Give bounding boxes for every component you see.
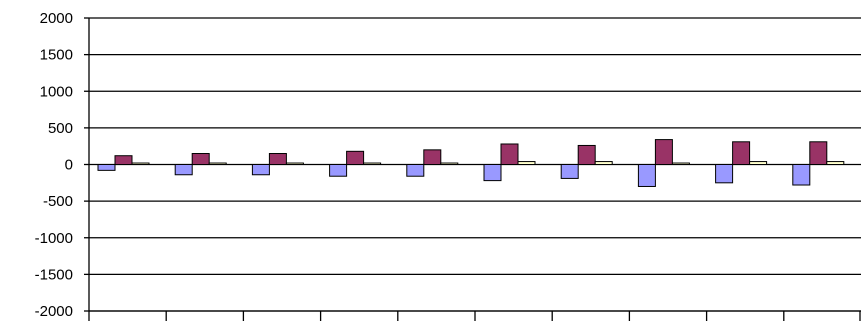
bar xyxy=(406,164,425,177)
bar xyxy=(440,162,459,166)
y-tick-label: 500 xyxy=(48,120,73,137)
bar xyxy=(715,164,734,184)
bar xyxy=(268,153,287,165)
bar xyxy=(654,139,673,166)
bar xyxy=(191,153,210,165)
y-tick-label: 1000 xyxy=(40,83,73,100)
axes xyxy=(88,18,861,321)
y-tick-label: 2000 xyxy=(40,10,73,27)
bar xyxy=(363,162,382,166)
bar xyxy=(285,162,304,166)
bar xyxy=(329,164,348,177)
bar xyxy=(97,164,116,171)
bar xyxy=(251,164,270,176)
bar xyxy=(749,161,768,166)
y-tick-label: -1000 xyxy=(35,230,73,247)
bar xyxy=(671,162,690,166)
bar xyxy=(826,161,845,166)
bar xyxy=(809,141,828,165)
bar xyxy=(732,141,751,165)
y-axis-tick-labels: 2000 1500 1000 500 0 -500 -1000 -1500 -2000 xyxy=(35,10,73,320)
y-tick-label: 1500 xyxy=(40,47,73,64)
y-tick-label: -2000 xyxy=(35,303,73,320)
bar xyxy=(792,164,811,186)
bar xyxy=(346,150,365,166)
bar xyxy=(560,164,579,179)
bar xyxy=(500,143,519,166)
bars xyxy=(97,139,845,187)
bar xyxy=(131,162,150,166)
bar xyxy=(208,162,227,166)
bar xyxy=(637,164,656,187)
bar xyxy=(577,144,596,166)
y-tick-label: -1500 xyxy=(35,266,73,283)
y-tick-label: 0 xyxy=(65,157,73,174)
bar xyxy=(114,155,133,166)
bar xyxy=(423,149,442,166)
bar xyxy=(483,164,502,182)
bar xyxy=(517,161,536,166)
bar xyxy=(594,161,613,166)
y-tick-label: -500 xyxy=(43,193,73,210)
bar xyxy=(174,164,193,176)
